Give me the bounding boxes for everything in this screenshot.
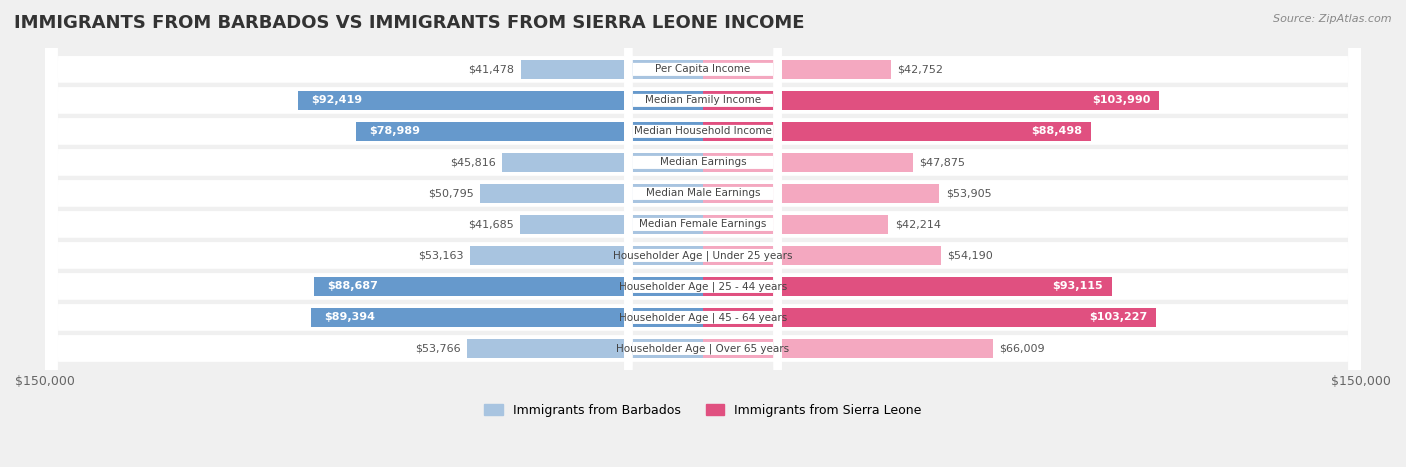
Text: $50,795: $50,795 (427, 188, 474, 198)
Text: Source: ZipAtlas.com: Source: ZipAtlas.com (1274, 14, 1392, 24)
Bar (703, 60, 890, 79)
Text: Householder Age | 25 - 44 years: Householder Age | 25 - 44 years (619, 281, 787, 292)
Bar (357, 122, 703, 141)
Bar (703, 153, 912, 172)
Text: Householder Age | 45 - 64 years: Householder Age | 45 - 64 years (619, 312, 787, 323)
FancyBboxPatch shape (624, 0, 782, 467)
Text: $41,685: $41,685 (468, 219, 513, 229)
FancyBboxPatch shape (624, 0, 782, 467)
Text: Householder Age | Over 65 years: Householder Age | Over 65 years (616, 343, 790, 354)
FancyBboxPatch shape (624, 0, 782, 467)
Bar (703, 246, 941, 265)
Text: Median Family Income: Median Family Income (645, 95, 761, 106)
Bar (481, 184, 703, 203)
FancyBboxPatch shape (45, 0, 1361, 467)
Text: $92,419: $92,419 (311, 95, 361, 106)
Text: $88,687: $88,687 (328, 282, 378, 291)
Bar (703, 277, 1112, 296)
FancyBboxPatch shape (624, 0, 782, 467)
Bar (703, 339, 993, 358)
Text: Median Male Earnings: Median Male Earnings (645, 188, 761, 198)
Text: Per Capita Income: Per Capita Income (655, 64, 751, 74)
Bar (298, 91, 703, 110)
Text: $89,394: $89,394 (323, 312, 375, 322)
FancyBboxPatch shape (45, 0, 1361, 467)
FancyBboxPatch shape (624, 0, 782, 467)
Legend: Immigrants from Barbados, Immigrants from Sierra Leone: Immigrants from Barbados, Immigrants fro… (479, 399, 927, 422)
Text: $103,990: $103,990 (1092, 95, 1150, 106)
Bar (703, 215, 889, 234)
Bar (703, 184, 939, 203)
Bar (311, 308, 703, 327)
Text: $42,214: $42,214 (894, 219, 941, 229)
FancyBboxPatch shape (45, 0, 1361, 467)
FancyBboxPatch shape (45, 0, 1361, 467)
Text: Median Earnings: Median Earnings (659, 157, 747, 168)
Bar (703, 122, 1091, 141)
FancyBboxPatch shape (624, 0, 782, 467)
Bar (470, 246, 703, 265)
Bar (467, 339, 703, 358)
Text: $45,816: $45,816 (450, 157, 495, 168)
FancyBboxPatch shape (45, 0, 1361, 467)
Bar (520, 215, 703, 234)
Bar (703, 308, 1156, 327)
Text: $66,009: $66,009 (1000, 343, 1045, 354)
Bar (703, 91, 1159, 110)
Bar (314, 277, 703, 296)
Text: $53,905: $53,905 (946, 188, 991, 198)
Text: $47,875: $47,875 (920, 157, 966, 168)
FancyBboxPatch shape (624, 0, 782, 467)
Text: Median Female Earnings: Median Female Earnings (640, 219, 766, 229)
Text: $54,190: $54,190 (948, 250, 993, 261)
FancyBboxPatch shape (45, 0, 1361, 467)
Text: Householder Age | Under 25 years: Householder Age | Under 25 years (613, 250, 793, 261)
FancyBboxPatch shape (624, 0, 782, 467)
Text: $53,163: $53,163 (418, 250, 463, 261)
Text: IMMIGRANTS FROM BARBADOS VS IMMIGRANTS FROM SIERRA LEONE INCOME: IMMIGRANTS FROM BARBADOS VS IMMIGRANTS F… (14, 14, 804, 32)
Text: $93,115: $93,115 (1052, 282, 1102, 291)
Bar (502, 153, 703, 172)
Text: $42,752: $42,752 (897, 64, 943, 74)
Bar (522, 60, 703, 79)
FancyBboxPatch shape (624, 0, 782, 467)
Text: $53,766: $53,766 (415, 343, 461, 354)
Text: $41,478: $41,478 (468, 64, 515, 74)
FancyBboxPatch shape (45, 0, 1361, 467)
FancyBboxPatch shape (45, 0, 1361, 467)
FancyBboxPatch shape (45, 0, 1361, 467)
Text: $78,989: $78,989 (370, 127, 420, 136)
Text: Median Household Income: Median Household Income (634, 127, 772, 136)
Text: $103,227: $103,227 (1088, 312, 1147, 322)
Text: $88,498: $88,498 (1032, 127, 1083, 136)
FancyBboxPatch shape (624, 0, 782, 467)
FancyBboxPatch shape (45, 0, 1361, 467)
